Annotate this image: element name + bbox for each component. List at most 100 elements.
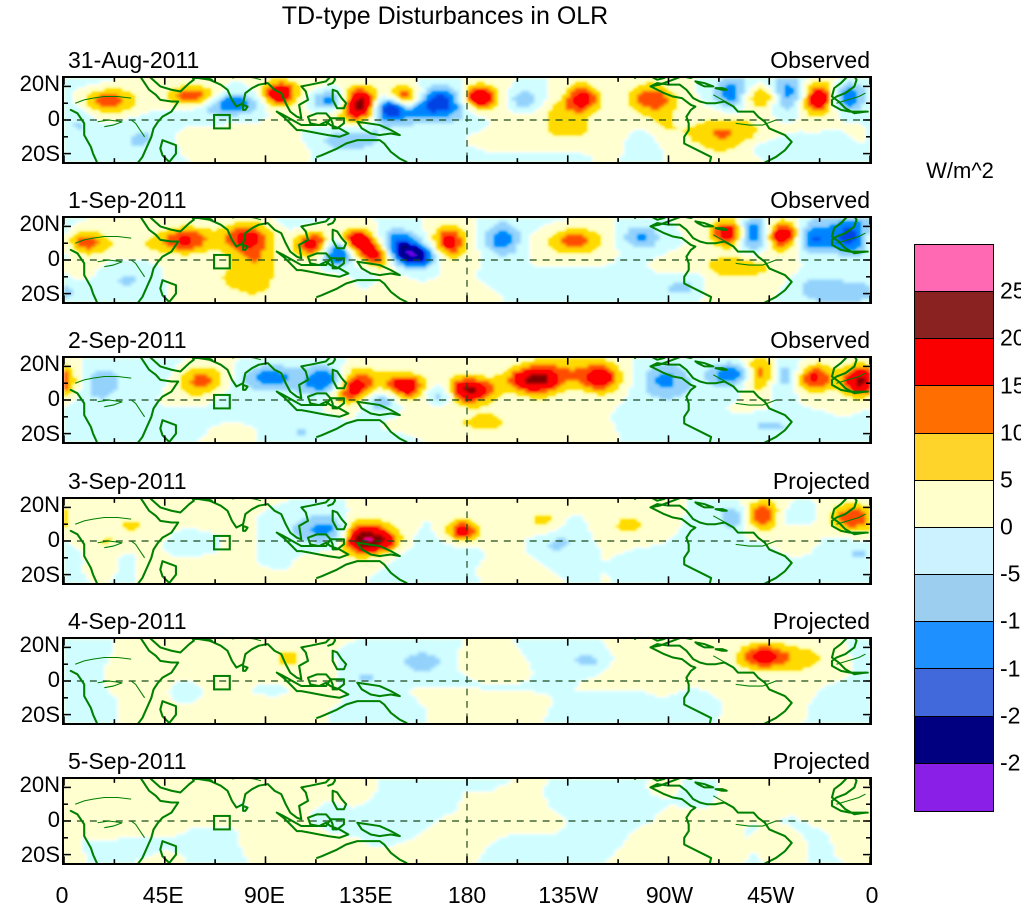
colorbar-tick-label: 25 bbox=[1000, 278, 1021, 305]
interior-border-layer bbox=[75, 779, 866, 839]
x-axis-tick-label: 0 bbox=[866, 882, 879, 909]
panel-header: 2-Sep-2011 Observed bbox=[62, 327, 872, 355]
interior-border-layer bbox=[75, 499, 866, 559]
tick-layer bbox=[64, 218, 870, 302]
tick-layer bbox=[64, 779, 870, 863]
panel-status-label: Projected bbox=[773, 748, 870, 775]
figure-title: TD-type Disturbances in OLR bbox=[0, 2, 890, 31]
x-axis-tick-label: 45W bbox=[747, 882, 794, 909]
olr-anomaly-map bbox=[62, 76, 872, 164]
coastline-layer bbox=[69, 779, 869, 863]
tick-layer bbox=[64, 499, 870, 583]
reference-box-marker bbox=[213, 814, 231, 831]
panel-date-label: 31-Aug-2011 bbox=[68, 47, 199, 74]
x-axis-tick-label: 0 bbox=[56, 882, 69, 909]
reference-box-marker bbox=[213, 534, 231, 551]
olr-anomaly-map bbox=[62, 637, 872, 725]
panel-status-label: Observed bbox=[770, 327, 870, 354]
colorbar-band bbox=[915, 480, 993, 528]
y-axis-tick-label: 20N bbox=[20, 211, 60, 237]
coastline-layer bbox=[69, 218, 869, 302]
coastline-layer bbox=[69, 639, 869, 723]
x-axis-tick-label: 135E bbox=[339, 882, 393, 909]
colorbar-tick-label: -20 bbox=[1000, 702, 1021, 729]
colorbar-band bbox=[915, 575, 993, 623]
y-axis-tick-label: 20S bbox=[21, 281, 60, 307]
colorbar bbox=[914, 244, 994, 812]
colorbar-units-label: W/m^2 bbox=[905, 158, 1015, 184]
y-axis-tick-label: 20N bbox=[20, 351, 60, 377]
coastline-layer bbox=[69, 499, 869, 583]
interior-border-layer bbox=[75, 78, 866, 138]
colorbar-tick-label: -10 bbox=[1000, 608, 1021, 635]
panel-status-label: Observed bbox=[770, 47, 870, 74]
colorbar-tick-label: -15 bbox=[1000, 655, 1021, 682]
x-axis-tick-label: 135W bbox=[538, 882, 598, 909]
contour-fill-layer bbox=[64, 499, 870, 583]
colorbar-band bbox=[915, 669, 993, 717]
olr-anomaly-map bbox=[62, 216, 872, 304]
x-axis: 0 45E 90E 135E 180 135W 90W 45W 0 bbox=[56, 868, 879, 909]
panel-date-label: 3-Sep-2011 bbox=[68, 468, 187, 495]
panel-status-label: Projected bbox=[773, 468, 870, 495]
colorbar-tick-label: -5 bbox=[1000, 561, 1020, 588]
colorbar-band bbox=[915, 292, 993, 340]
y-axis-tick-label: 0 bbox=[48, 667, 60, 693]
y-axis-tick-label: 20N bbox=[20, 492, 60, 518]
colorbar-tick-label: 0 bbox=[1000, 514, 1013, 541]
contour-fill-layer bbox=[64, 218, 870, 302]
panel-header: 3-Sep-2011 Projected bbox=[62, 468, 872, 496]
panel-date-label: 4-Sep-2011 bbox=[68, 608, 187, 635]
colorbar-band bbox=[915, 527, 993, 576]
colorbar-tick-label: -25 bbox=[1000, 749, 1021, 776]
x-axis-tick-label: 90W bbox=[646, 882, 693, 909]
coastline-layer bbox=[69, 358, 869, 442]
reference-box-marker bbox=[213, 253, 231, 270]
colorbar-tick-label: 15 bbox=[1000, 372, 1021, 399]
interior-border-layer bbox=[75, 358, 866, 418]
x-axis-tick-label: 180 bbox=[448, 882, 486, 909]
colorbar-band bbox=[915, 386, 993, 434]
colorbar-band bbox=[915, 245, 993, 293]
colorbar-band bbox=[915, 622, 993, 670]
y-axis-tick-label: 20S bbox=[21, 421, 60, 447]
colorbar-tick-label: 5 bbox=[1000, 466, 1013, 493]
y-axis-tick-label: 0 bbox=[48, 807, 60, 833]
colorbar-band bbox=[915, 433, 993, 481]
y-axis-tick-label: 20S bbox=[21, 842, 60, 868]
y-axis-tick-label: 0 bbox=[48, 386, 60, 412]
reference-box-marker bbox=[213, 393, 231, 410]
panel-date-label: 2-Sep-2011 bbox=[68, 327, 187, 354]
x-axis-tick-label: 45E bbox=[143, 882, 184, 909]
panel-status-label: Observed bbox=[770, 187, 870, 214]
y-axis-tick-label: 20S bbox=[21, 702, 60, 728]
y-axis-tick-label: 20S bbox=[21, 141, 60, 167]
y-axis-tick-label: 20S bbox=[21, 562, 60, 588]
colorbar-tick-label: 10 bbox=[1000, 419, 1021, 446]
tick-layer bbox=[64, 358, 870, 442]
olr-anomaly-map bbox=[62, 497, 872, 585]
y-axis-tick-label: 0 bbox=[48, 527, 60, 553]
panel-date-label: 5-Sep-2011 bbox=[68, 748, 187, 775]
panel-status-label: Projected bbox=[773, 608, 870, 635]
x-axis-tick-label: 90E bbox=[244, 882, 285, 909]
tick-layer bbox=[64, 78, 870, 162]
interior-border-layer bbox=[75, 218, 866, 278]
olr-anomaly-map bbox=[62, 777, 872, 865]
y-axis-tick-label: 20N bbox=[20, 632, 60, 658]
panel-header: 5-Sep-2011 Projected bbox=[62, 748, 872, 776]
panel-header: 1-Sep-2011 Observed bbox=[62, 187, 872, 215]
y-axis-tick-label: 20N bbox=[20, 772, 60, 798]
olr-anomaly-map bbox=[62, 356, 872, 444]
y-axis-tick-label: 0 bbox=[48, 246, 60, 272]
colorbar-tick-label: 20 bbox=[1000, 325, 1021, 352]
reference-box-marker bbox=[213, 674, 231, 691]
reference-box-marker bbox=[213, 113, 231, 130]
tick-layer bbox=[64, 639, 870, 723]
y-axis-tick-label: 0 bbox=[48, 106, 60, 132]
colorbar-band bbox=[915, 339, 993, 387]
colorbar-band bbox=[915, 763, 993, 811]
y-axis-tick-label: 20N bbox=[20, 71, 60, 97]
panel-date-label: 1-Sep-2011 bbox=[68, 187, 187, 214]
